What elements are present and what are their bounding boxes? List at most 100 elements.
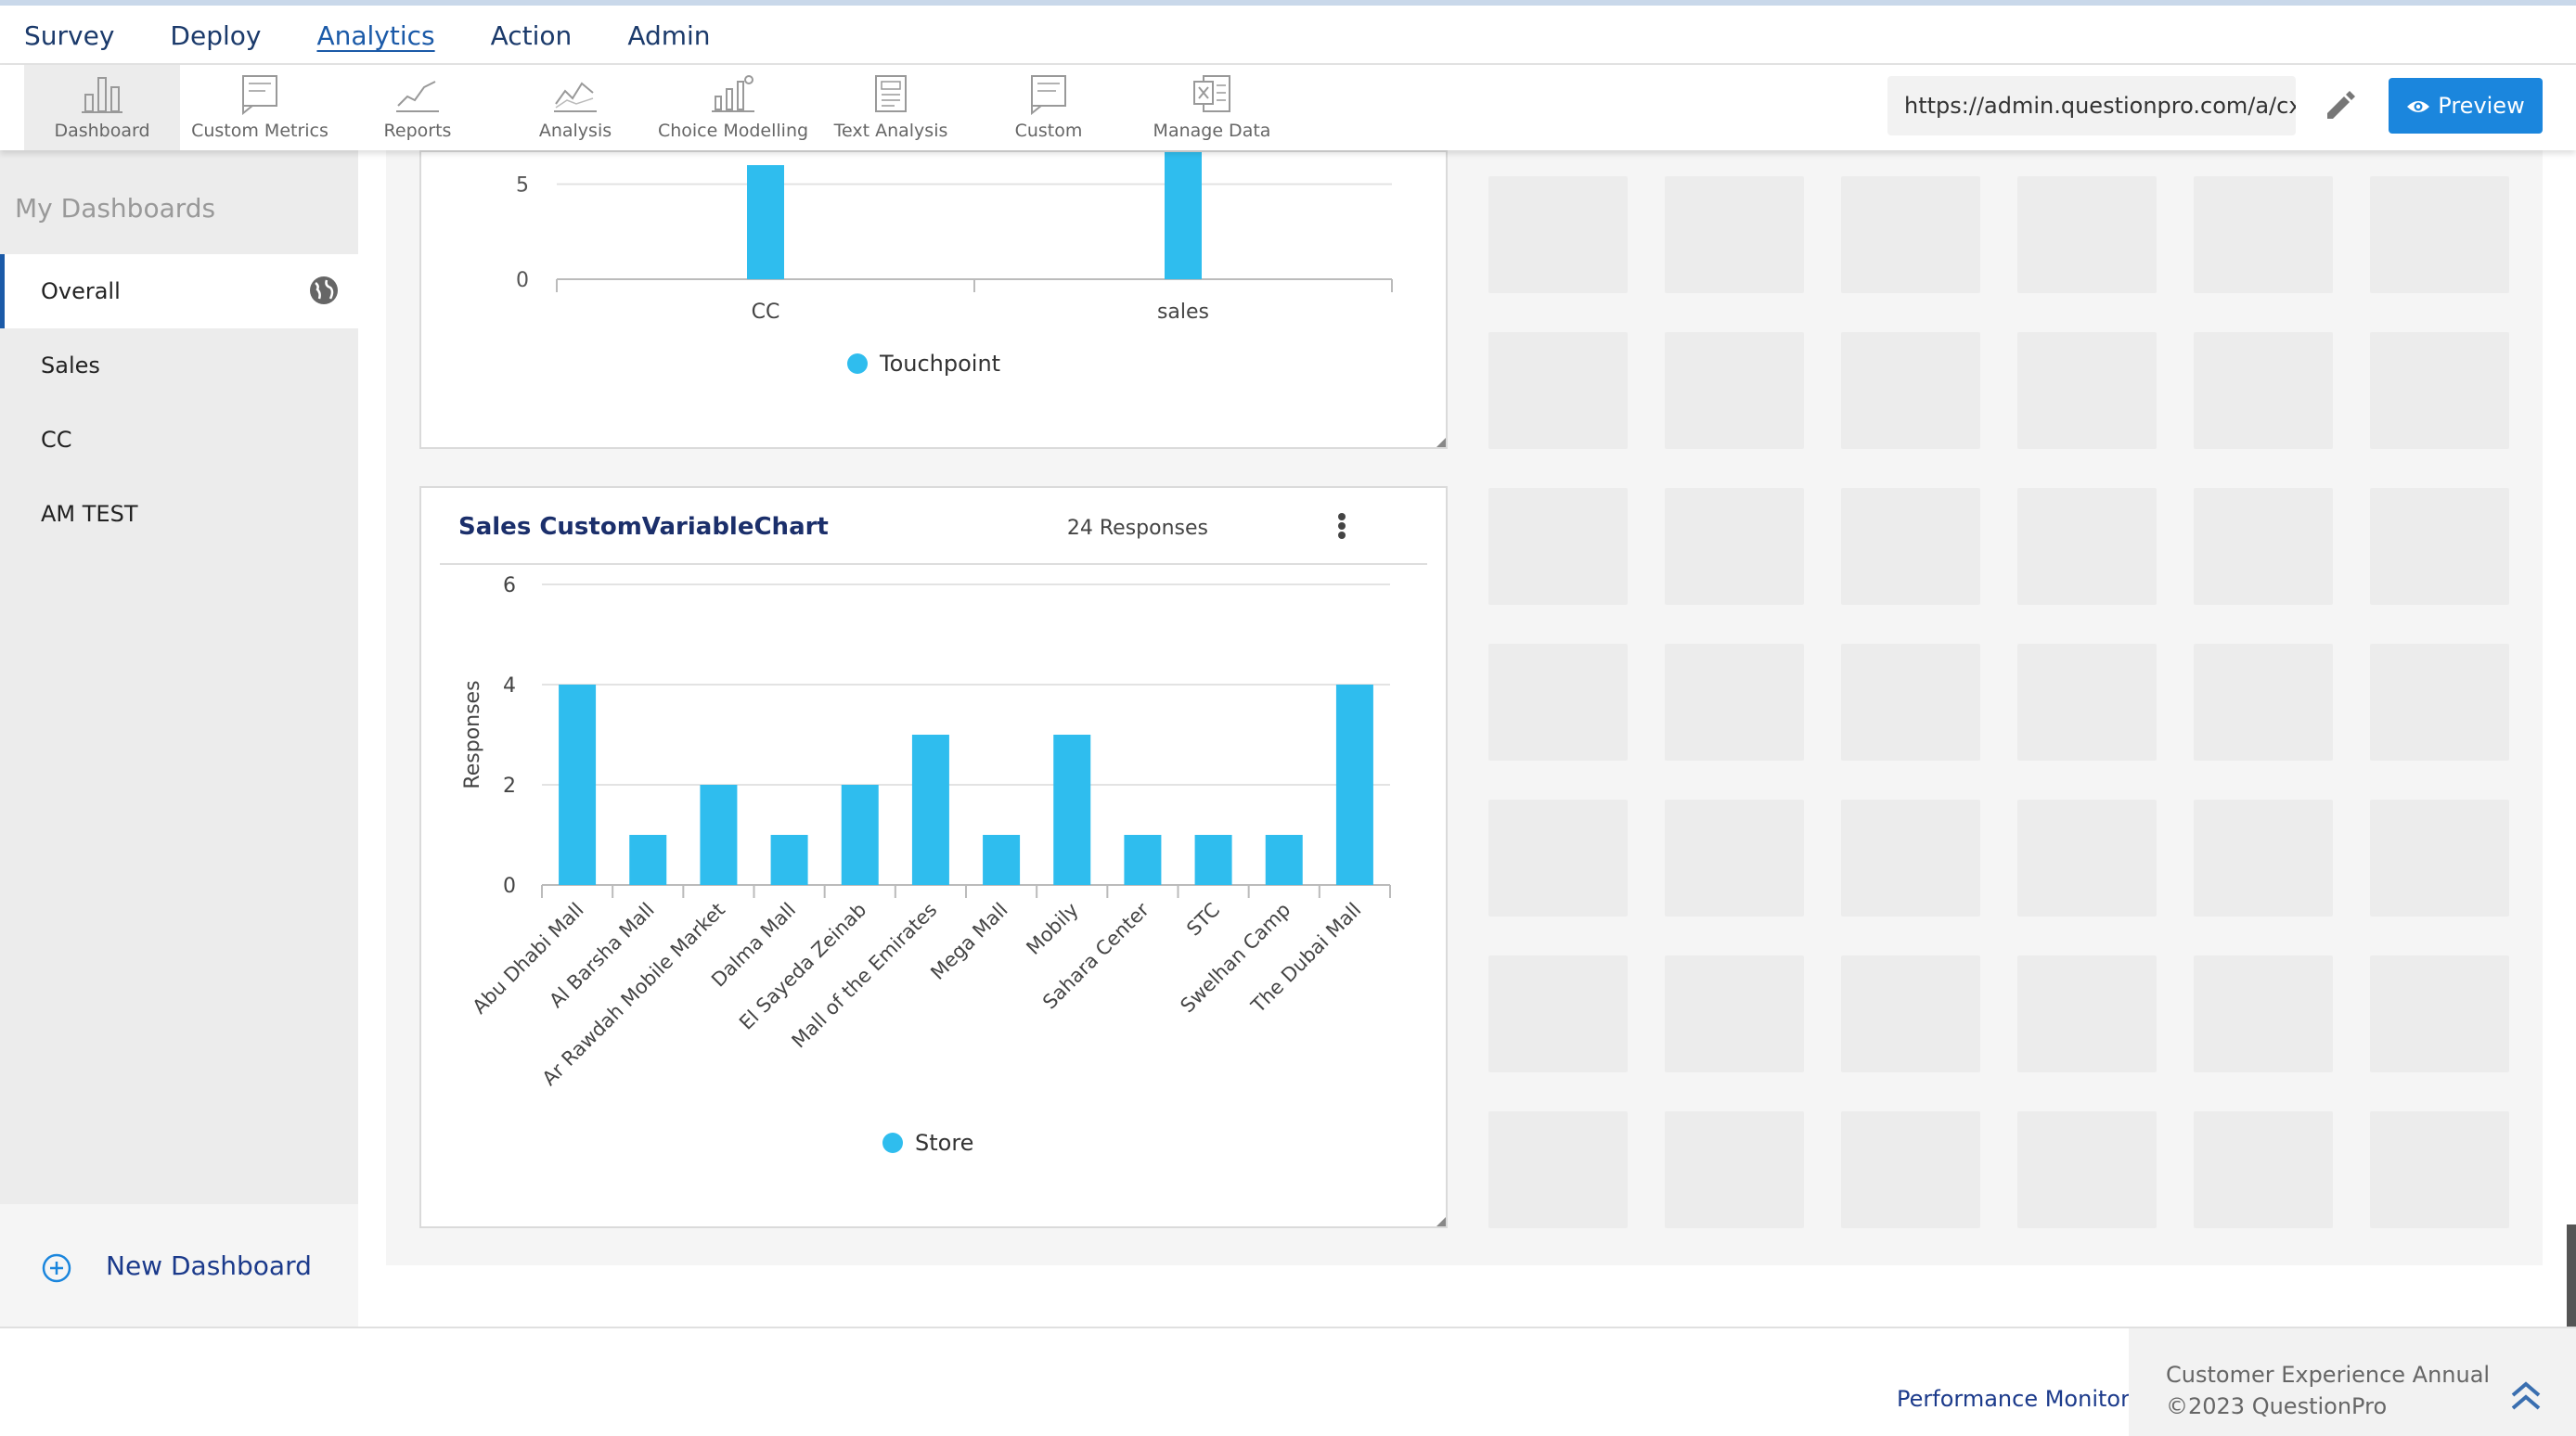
tool-dashboard[interactable]: Dashboard [24,65,180,150]
bar [700,785,738,885]
bar [911,735,949,885]
tool-custom-metrics-label: Custom Metrics [191,121,328,141]
tool-custom-metrics[interactable]: Custom Metrics [182,65,338,150]
performance-monitor-link[interactable]: Performance Monitor [1897,1386,2130,1412]
sidebar-item-label: Sales [41,353,100,378]
loading-tile [1665,644,1804,761]
choice-modelling-icon [712,75,754,112]
loading-tile [1665,800,1804,917]
y-tick-label: 4 [503,674,516,698]
tool-dashboard-label: Dashboard [54,121,150,141]
y-tick-label: 0 [516,269,529,292]
legend-label: Store [915,1130,973,1156]
analysis-icon [554,82,597,112]
card-resize-handle[interactable] [1436,1217,1446,1226]
nav-deploy[interactable]: Deploy [170,19,262,51]
x-tick-label: Mall of the Emirates [788,899,942,1053]
analytics-toolbar: Dashboard Custom Metrics Reports Analysi… [0,65,2576,150]
loading-tile [2017,800,2157,917]
x-tick-label: sales [1157,301,1209,324]
bar [1053,735,1091,885]
loading-tile [1488,644,1628,761]
preview-button[interactable]: Preview [2389,78,2543,134]
loading-tile [2194,1111,2333,1228]
tool-custom-label: Custom [1014,121,1083,141]
loading-tile [1841,176,1980,293]
menu-dot [1338,532,1346,539]
edit-url-button[interactable] [2320,85,2361,126]
nav-survey[interactable]: Survey [24,19,115,51]
loading-tile [2370,1111,2509,1228]
pencil-icon [2327,91,2355,119]
tool-analysis[interactable]: Analysis [497,65,653,150]
line-chart-icon [396,81,439,112]
bar [747,165,784,279]
custom-icon [1031,75,1066,115]
scroll-top-icon[interactable] [2507,1378,2544,1412]
loading-tile [2370,955,2509,1072]
loading-tile [1488,955,1628,1072]
loading-tile [2370,176,2509,293]
sidebar-item-label: AM TEST [41,501,138,527]
product-name: Customer Experience Annual [2166,1362,2491,1388]
loading-tile [1665,176,1804,293]
loading-tile [1841,955,1980,1072]
response-count: 24 Responses [1067,517,1208,540]
nav-action[interactable]: Action [490,19,573,51]
loading-tile [1841,1111,1980,1228]
loading-tile [2370,332,2509,449]
globe-icon [310,276,338,304]
main-nav: Survey Deploy Analytics Action Admin [0,6,742,65]
tool-reports[interactable]: Reports [340,65,496,150]
chart-title: Sales CustomVariableChart [458,513,829,541]
loading-tile [1488,332,1628,449]
add-circle-icon [42,1253,71,1283]
survey-url-field[interactable]: https://admin.questionpro.com/a/cxl [1887,76,2296,135]
tool-text-analysis[interactable]: Text Analysis [813,65,969,150]
y-tick-label: 0 [503,875,516,898]
y-tick-label: 5 [516,174,529,198]
sidebar-item-overall[interactable]: Overall [0,254,358,328]
nav-admin[interactable]: Admin [627,19,711,51]
sidebar-item-cc[interactable]: CC [0,403,358,477]
sidebar-item-label: Overall [41,278,121,304]
loading-tile [2194,800,2333,917]
bar [629,835,667,885]
tool-custom[interactable]: Custom [971,65,1127,150]
loading-tile [1841,644,1980,761]
bar [559,685,597,885]
sidebar-item-sales[interactable]: Sales [0,328,358,403]
tool-choice-modelling[interactable]: Choice Modelling [655,65,811,150]
x-tick-label: El Sayeda Zeinab [735,899,870,1034]
sales-chart-card: Sales CustomVariableChart 24 Responses 0 2 4… [419,486,1448,1228]
tool-manage-data[interactable]: Manage Data [1134,65,1290,150]
x-tick-label: Mobily [1022,899,1082,959]
loading-tile [1841,488,1980,605]
menu-dot [1338,513,1346,520]
more-options-icon[interactable] [1338,513,1346,539]
nav-analytics[interactable]: Analytics [316,19,435,51]
sidebar-item-am-test[interactable]: AM TEST [0,477,358,551]
touchpoint-chart-card: 0 5 CC sales Touchpoint [419,146,1448,449]
tool-reports-label: Reports [383,121,452,141]
loading-tile [2370,488,2509,605]
top-navigation: Survey Deploy Analytics Action Admin [0,0,2576,65]
x-tick-label: CC [752,301,780,324]
loading-tile [2194,332,2333,449]
loading-tile [1841,800,1980,917]
touchpoint-bar-chart: 0 5 CC sales Touchpoint [516,146,1393,377]
sidebar-item-label: CC [41,427,72,453]
legend-dot [847,353,868,374]
card-resize-handle[interactable] [1436,438,1446,447]
preview-button-label: Preview [2438,93,2525,119]
scrollbar-thumb[interactable] [2567,1224,2576,1327]
x-tick-label: STC [1182,899,1224,941]
loading-tile [1488,1111,1628,1228]
bar [841,785,879,885]
loading-tile [2017,176,2157,293]
new-dashboard-button[interactable]: New Dashboard [0,1204,358,1327]
y-tick-label: 6 [503,574,516,597]
sidebar-title: My Dashboards [15,193,216,224]
loading-tile [1665,332,1804,449]
loading-tile [1488,176,1628,293]
